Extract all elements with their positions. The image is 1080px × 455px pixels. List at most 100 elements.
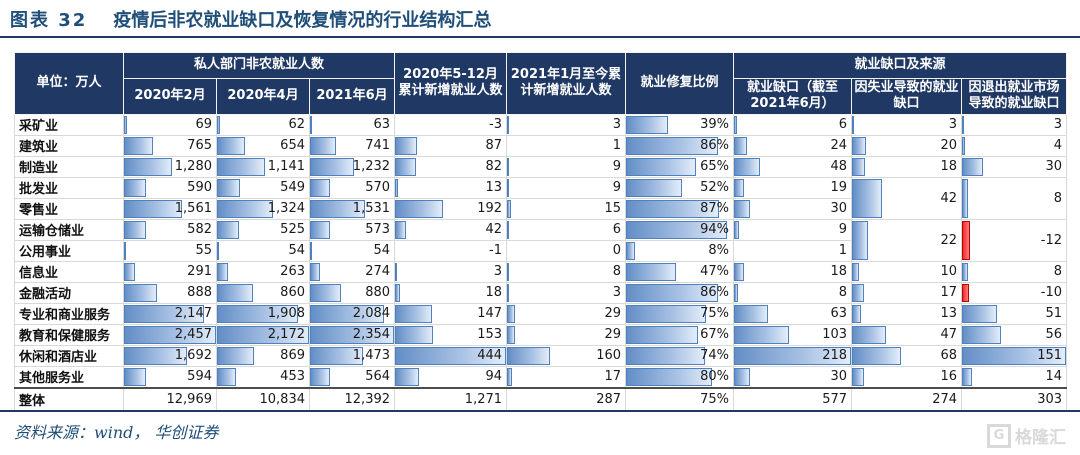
data-bar (395, 346, 507, 365)
cell-value: 147 (477, 306, 503, 321)
data-bar (852, 283, 865, 302)
table-cell: 52% (625, 176, 735, 199)
table-cell: 30 (961, 155, 1068, 178)
table-cell: 2,172 (216, 323, 310, 346)
table-cell: 67% (625, 323, 735, 346)
cell-value: 13 (485, 180, 503, 195)
table-cell: 291 (123, 260, 217, 283)
table-row: 金融活动 888 860 880 18 3 86% 8 17 -10 (14, 281, 1068, 304)
table-cell: 192 (394, 197, 508, 220)
data-bar (310, 157, 354, 176)
table-cell: 19 (733, 176, 853, 199)
table-cell: 765 (123, 134, 217, 157)
row-label: 零售业 (14, 197, 124, 220)
table-cell: 263 (216, 260, 310, 283)
data-bar (124, 304, 205, 323)
col-header-feb-2020: 2020年2月 (123, 78, 217, 115)
data-bar (962, 178, 968, 218)
data-bar (507, 199, 511, 218)
cell-value: 160 (596, 348, 622, 363)
table-cell: 9 (733, 218, 853, 241)
data-bar (852, 346, 902, 365)
table-cell: 63 (733, 302, 853, 325)
table-cell: 10,834 (216, 386, 310, 412)
cell-value: 55 (195, 243, 212, 258)
cell-value: 9 (838, 222, 848, 237)
table-cell: -3 (394, 113, 508, 136)
cell-value: 3 (1053, 117, 1063, 132)
table-cell: -12 (961, 218, 1068, 262)
cell-value: 87% (700, 201, 730, 216)
table-body: 采矿业 69 62 63 -3 3 39% 6 3 3 建筑业 765 654 741 87 1 86% 24 20… (14, 113, 1068, 412)
table-cell: 54 (216, 239, 310, 262)
cell-value: 151 (1037, 348, 1063, 363)
cell-value: 291 (187, 264, 212, 279)
table-cell: 1,531 (308, 197, 396, 220)
table-cell: 42 (394, 218, 508, 241)
data-bar (310, 367, 331, 386)
table-row: 其他服务业 594 453 564 94 17 80% 30 16 14 (14, 365, 1068, 388)
employment-gap-table: 单位：万人 私人部门非农就业人数 2020年5-12月累计新增就业人数 2021… (14, 52, 1068, 412)
table-cell: 74% (625, 344, 735, 367)
cell-value: 869 (280, 348, 305, 363)
cell-value: 39% (700, 117, 730, 132)
table-cell: 6 (733, 113, 853, 136)
table-cell: 564 (308, 365, 396, 388)
data-bar (852, 262, 860, 281)
data-bar (734, 367, 751, 386)
row-label: 信息业 (14, 260, 124, 283)
table-row: 运输仓储业 582 525 573 42 6 94% 9 22 -12 (14, 218, 1068, 262)
table-cell: 87% (625, 197, 735, 220)
data-bar (395, 220, 406, 239)
data-bar (310, 241, 312, 260)
table-cell: 51 (961, 302, 1068, 325)
cell-value: 18 (485, 285, 503, 300)
table-row: 建筑业 765 654 741 87 1 86% 24 20 4 (14, 134, 1068, 157)
table-cell: 594 (123, 365, 217, 388)
table-cell: 15 (506, 197, 627, 220)
cell-value: 51 (1045, 306, 1063, 321)
data-bar (852, 220, 868, 260)
data-bar (626, 115, 668, 134)
table-cell: 30 (733, 197, 853, 220)
data-bar (217, 283, 254, 302)
table-row: 休闲和酒店业 1,692 869 1,473 444 160 74% 218 68 151 (14, 344, 1068, 367)
data-bar (734, 304, 768, 323)
data-bar (395, 136, 417, 155)
table-cell: 87 (394, 134, 508, 157)
table-cell: 16 (851, 365, 963, 388)
table-cell: 8 (961, 260, 1068, 283)
table-cell: 24 (733, 134, 853, 157)
data-bar (217, 325, 309, 344)
cell-value: 10,834 (259, 392, 306, 407)
table-cell: 2,354 (308, 323, 396, 346)
data-bar (310, 346, 363, 365)
cell-value: 444 (477, 348, 503, 363)
table-cell: 8 (961, 176, 1068, 220)
table-row: 批发业 590 549 570 13 9 52% 19 42 8 (14, 176, 1068, 220)
table-cell: 160 (506, 344, 627, 367)
table-cell: 1,232 (308, 155, 396, 178)
data-bar (395, 199, 444, 218)
data-bar (962, 115, 965, 134)
data-bar (217, 241, 220, 260)
data-bar (852, 157, 865, 176)
data-bar (852, 178, 883, 218)
table-cell: 13 (394, 176, 508, 199)
table-cell: 3 (506, 281, 627, 304)
table-cell: 577 (733, 386, 853, 412)
table-row: 信息业 291 263 274 3 8 47% 18 10 8 (14, 260, 1068, 283)
data-bar (962, 262, 968, 281)
table-cell: 47% (625, 260, 735, 283)
data-bar (395, 304, 432, 323)
cell-value: 13 (940, 306, 958, 321)
data-bar (626, 157, 696, 176)
table-row: 采矿业 69 62 63 -3 3 39% 6 3 3 (14, 113, 1068, 136)
cell-value: 22 (940, 232, 958, 248)
row-label: 制造业 (14, 155, 124, 178)
cell-value: 62 (288, 117, 305, 132)
data-bar (395, 325, 434, 344)
cell-value: 20 (940, 138, 958, 153)
cell-value: 52% (700, 180, 730, 195)
data-bar (507, 262, 510, 281)
